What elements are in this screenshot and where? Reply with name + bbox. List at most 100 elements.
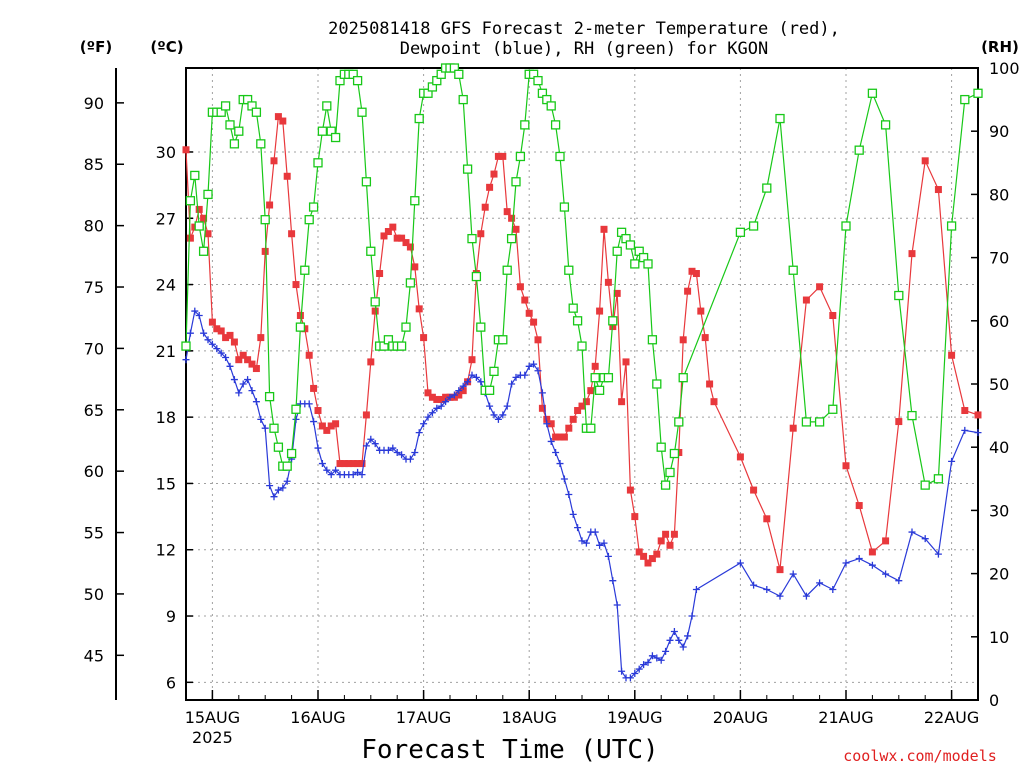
chart-title-line1: 2025081418 GFS Forecast 2-meter Temperat… <box>328 19 840 39</box>
rh-point <box>330 132 341 143</box>
rh-point <box>546 101 556 111</box>
temperature-point <box>802 296 810 304</box>
temperature-point <box>688 267 696 275</box>
rh-point <box>300 265 310 275</box>
rh-point <box>352 75 363 86</box>
temperature-point <box>763 515 771 523</box>
dewpoint-point <box>191 307 199 315</box>
rh-axis-label: (RH) <box>981 38 1019 56</box>
dewpoint-point <box>428 409 436 417</box>
temperature-point <box>477 230 485 238</box>
rh-tick-label: 70 <box>989 249 1009 268</box>
rh-point <box>256 139 266 149</box>
temperature-point <box>569 415 577 423</box>
dewpoint-point <box>688 612 696 620</box>
dewpoint-point <box>226 362 234 370</box>
temperature-point <box>868 548 876 556</box>
dewpoint-point <box>530 360 538 368</box>
rh-point <box>559 202 570 212</box>
temperature-point <box>283 172 291 180</box>
dewpoint-point <box>736 559 744 567</box>
temperature-point <box>266 201 274 209</box>
dewpoint-point <box>569 510 577 518</box>
temperature-point <box>292 281 300 289</box>
dewpoint-point <box>679 643 687 651</box>
dewpoint-point <box>508 380 516 388</box>
dewpoint-point <box>543 420 551 428</box>
dewpoint-point <box>648 652 656 660</box>
temperature-point <box>789 424 797 432</box>
temperature-point <box>582 398 590 406</box>
dewpoint-point <box>279 484 287 492</box>
rh-tick-label: 0 <box>989 691 999 710</box>
temperature-point <box>208 318 216 326</box>
temperature-point <box>736 453 744 461</box>
rh-point <box>867 88 878 98</box>
rh-point <box>506 233 517 244</box>
dewpoint-point <box>908 528 916 536</box>
rh-point <box>471 271 482 282</box>
dewpoint-point <box>455 387 463 395</box>
temperature-point <box>239 351 247 359</box>
rh-point <box>550 120 561 130</box>
temperature-point <box>591 362 599 370</box>
dewpoint-point <box>974 429 982 437</box>
dewpoint-point <box>230 376 238 384</box>
dewpoint-point <box>670 627 678 635</box>
rh-point <box>511 177 521 187</box>
temperature-point <box>604 278 612 286</box>
dewpoint-point <box>560 475 568 483</box>
temperature-point <box>776 566 784 574</box>
rh-point <box>489 366 499 377</box>
dewpoint-point <box>217 349 225 357</box>
rh-point <box>894 290 904 301</box>
temperature-point <box>648 555 656 563</box>
temperature-point <box>565 424 573 432</box>
rh-point <box>273 442 284 452</box>
dewpoint-point <box>389 444 397 452</box>
rh-point <box>946 221 957 231</box>
temperature-point <box>226 331 234 339</box>
dewpoint-point <box>600 539 608 547</box>
celsius-tick-label: 15 <box>156 474 176 493</box>
temperature-point <box>574 407 582 415</box>
rh-point <box>181 341 191 351</box>
dewpoint-point <box>257 415 265 423</box>
temperature-point <box>499 152 507 160</box>
rh-point <box>220 101 231 111</box>
temperature-point <box>908 250 916 258</box>
temperature-point <box>244 356 252 364</box>
dewpoint-point <box>367 435 375 443</box>
temperature-point <box>855 502 863 510</box>
dewpoint-point <box>604 552 612 560</box>
temperature-point <box>424 389 432 397</box>
temperature-point <box>468 356 476 364</box>
rh-point <box>643 259 653 269</box>
rh-point <box>533 75 543 86</box>
temperature-point <box>934 186 942 194</box>
dewpoint-point <box>816 579 824 587</box>
dewpoint-point <box>486 402 494 410</box>
celsius-axis-label: (ºC) <box>150 38 183 56</box>
temperature-point <box>442 393 450 401</box>
rh-point <box>185 196 196 206</box>
rh-point <box>880 120 891 130</box>
temperature-point <box>384 228 392 236</box>
dewpoint-point <box>961 426 969 434</box>
rh-point <box>515 151 526 162</box>
temperature-point <box>411 263 419 271</box>
temperature-point <box>296 311 304 319</box>
x-tick-label: 17AUG <box>396 708 451 727</box>
dewpoint-point <box>538 389 546 397</box>
temperature-point <box>398 234 406 242</box>
temperature-point <box>270 157 278 165</box>
temperature-point <box>433 395 441 403</box>
temperature-point <box>235 356 243 364</box>
temperature-point <box>552 433 560 441</box>
temperature-point <box>626 486 634 494</box>
rh-point <box>225 120 235 130</box>
temperature-point <box>349 460 357 468</box>
fahrenheit-tick-label: 55 <box>84 524 104 543</box>
dewpoint-point <box>459 382 467 390</box>
dewpoint-point <box>552 449 560 457</box>
